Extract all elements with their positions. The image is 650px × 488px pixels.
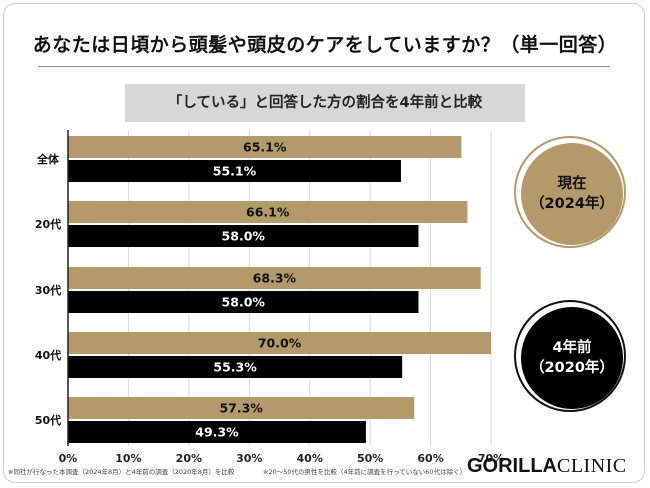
bar-previous	[68, 291, 419, 313]
legend-previous-inner: 4年前 （2020年）	[521, 307, 623, 409]
bar-value-label: 55.1%	[213, 164, 257, 179]
bar-value-label: 58.0%	[222, 295, 266, 310]
bar-previous	[68, 225, 419, 247]
bar-current	[68, 332, 491, 354]
bar-value-label: 49.3%	[195, 425, 239, 440]
x-tick-label: 30%	[236, 452, 262, 465]
bar-current	[68, 397, 415, 419]
logo-bold-text: GORILLA	[467, 455, 557, 477]
chart-subtitle: 「している」と回答した方の割合を4年前と比較	[125, 84, 525, 122]
bar-value-label: 58.0%	[222, 229, 266, 244]
x-tick-label: 0%	[59, 452, 78, 465]
bar-previous	[68, 421, 366, 443]
legend-current-line1: 現在	[557, 176, 587, 192]
category-label: 20代	[35, 217, 61, 231]
x-tick-label: 20%	[176, 452, 202, 465]
footnote-scope: ※20〜50代の男性を比較（4年前に調査を行っていない60代は除く）	[263, 468, 467, 476]
category-label: 30代	[35, 283, 61, 297]
bar-current	[68, 136, 462, 158]
page-title: あなたは日頃から頭髪や頭皮のケアをしていますか？（単一回答）	[32, 34, 618, 56]
x-tick-label: 70%	[478, 452, 504, 465]
legend-current-badge: 現在 （2024年）	[514, 136, 626, 248]
bar-current	[68, 267, 481, 289]
category-label: 50代	[35, 413, 61, 427]
legend-previous-badge: 4年前 （2020年）	[514, 300, 626, 412]
bar-value-label: 65.1%	[243, 140, 287, 155]
legend-previous-line2: （2020年）	[530, 360, 614, 376]
bar-value-label: 57.3%	[219, 401, 263, 416]
bar-value-label: 70.0%	[258, 336, 302, 351]
x-tick-label: 50%	[357, 452, 383, 465]
bar-value-label: 68.3%	[253, 271, 297, 286]
category-label: 40代	[35, 348, 61, 362]
bar-previous	[68, 356, 403, 378]
x-tick-label: 40%	[297, 452, 323, 465]
bar-previous	[68, 160, 401, 182]
legend-previous-line1: 4年前	[552, 340, 592, 356]
bar-current	[68, 201, 468, 223]
x-tick-label: 60%	[417, 452, 443, 465]
legend-current-inner: 現在 （2024年）	[521, 143, 623, 245]
legend-current-line2: （2024年）	[530, 196, 614, 212]
title-divider	[38, 66, 610, 67]
category-label: 全体	[36, 152, 60, 166]
brand-logo: GORILLACLINIC	[467, 455, 627, 478]
logo-light-text: CLINIC	[557, 455, 627, 477]
footnote-survey: ※同社が行なった本調査（2024年8月）と4年前の調査（2020年8月）を比較	[8, 468, 235, 476]
bar-value-label: 66.1%	[246, 205, 290, 220]
bar-value-label: 55.3%	[213, 360, 257, 375]
x-tick-label: 10%	[115, 452, 141, 465]
